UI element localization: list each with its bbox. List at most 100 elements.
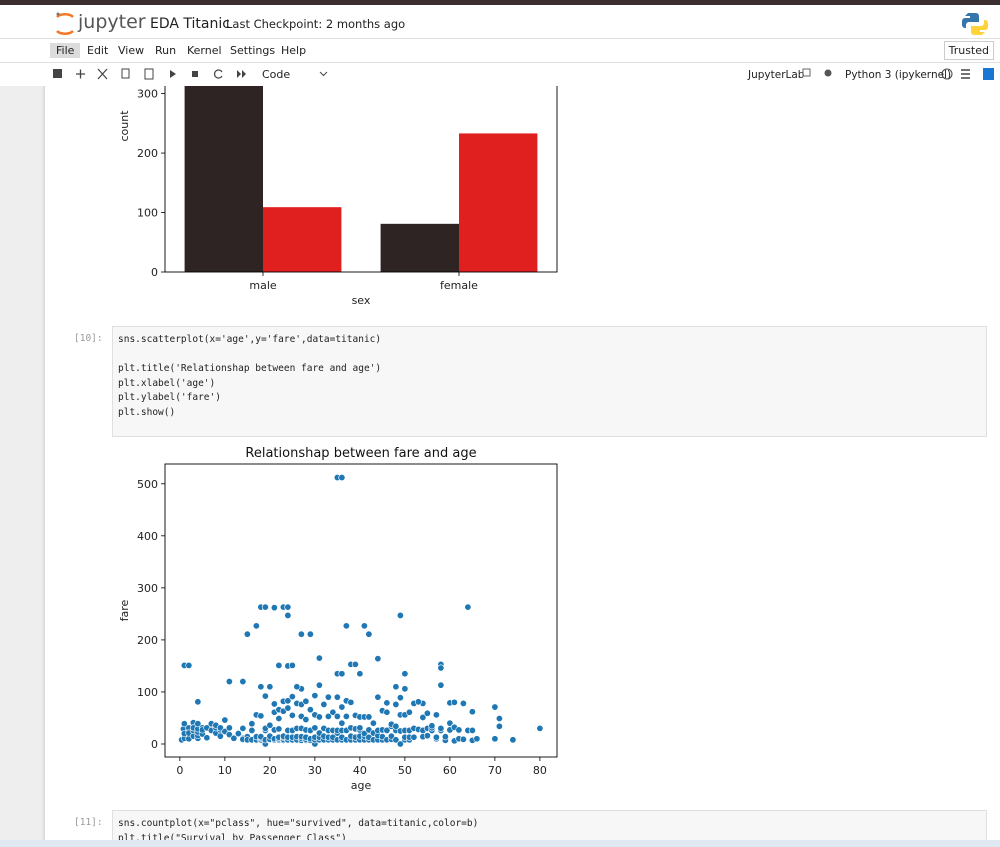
point [536, 724, 544, 732]
x-axis-label: sex [352, 294, 371, 307]
cell-prompt: [11]: [74, 817, 103, 828]
menu-bar: Trusted File Edit View Run Kernel Settings Hel… [0, 38, 1000, 63]
x-tick-label: 20 [263, 764, 277, 777]
point [243, 630, 251, 638]
point [437, 724, 445, 732]
run-icon[interactable] [170, 70, 176, 78]
point [297, 630, 305, 638]
point [266, 721, 274, 729]
point [288, 711, 296, 719]
cell-type[interactable]: Code [262, 68, 290, 81]
add-icon[interactable] [76, 69, 85, 79]
stop-icon[interactable] [192, 71, 198, 77]
code: sns.scatterplot(x='age',y='fare',data=ti… [118, 334, 382, 418]
notebook-area: 0 100 200 300 male female sex count 0 100 200 300 40… [0, 86, 1000, 847]
point [288, 661, 296, 669]
bar [263, 207, 342, 272]
y-axis-label: fare [118, 599, 131, 621]
point [432, 733, 440, 741]
notebook-name[interactable]: EDA Titanic [150, 16, 230, 32]
point [396, 694, 404, 702]
paste-icon[interactable] [144, 68, 154, 80]
point [234, 730, 242, 738]
point [342, 622, 350, 630]
save-icon[interactable] [53, 69, 62, 78]
y-tick-label: 0 [151, 738, 158, 751]
jupyterlab-link[interactable]: JupyterLab [747, 69, 805, 81]
point [351, 660, 359, 668]
y-tick-label: 300 [137, 88, 158, 101]
point [180, 720, 188, 728]
point [383, 726, 391, 734]
y-tick-label: 200 [137, 147, 158, 160]
bar [380, 223, 459, 272]
point [315, 713, 323, 721]
point [387, 732, 395, 740]
menu-item[interactable]: Kernel [187, 44, 222, 57]
menu-icon[interactable] [961, 69, 970, 79]
point [261, 603, 269, 611]
point [374, 693, 382, 701]
point [293, 683, 301, 691]
point [266, 683, 274, 691]
x-tick-label: 60 [443, 764, 457, 777]
point [338, 703, 346, 711]
y-tick-label: 300 [137, 582, 158, 595]
point [356, 670, 364, 678]
sidebar-icon[interactable] [983, 68, 994, 80]
point [369, 719, 377, 727]
point [356, 724, 364, 732]
point [221, 716, 229, 724]
point [441, 733, 449, 741]
point [446, 719, 454, 727]
restart-icon[interactable] [214, 69, 223, 79]
fast-forward-icon[interactable] [237, 70, 246, 78]
point [288, 693, 296, 701]
point [284, 603, 292, 611]
point [329, 708, 337, 716]
point [248, 726, 256, 734]
x-tick-label: 10 [218, 764, 232, 777]
bottom-strip [0, 840, 1000, 847]
point [473, 735, 481, 743]
y-tick-label: 400 [137, 530, 158, 543]
python-logo-yellow [971, 20, 988, 35]
point [468, 726, 476, 734]
point [423, 732, 431, 740]
point [342, 712, 350, 720]
point [383, 699, 391, 707]
menu-item[interactable]: View [118, 44, 145, 57]
menu-item[interactable]: File [50, 43, 81, 58]
chart-title: Relationshap between fare and age [245, 446, 476, 461]
menu-item[interactable]: Run [155, 44, 177, 57]
point [392, 722, 400, 730]
point [459, 735, 467, 743]
header-graphics: jupyter EDA Titanic Last Checkpoint: 2 m… [56, 11, 988, 35]
copy-icon[interactable] [121, 68, 130, 79]
point [257, 712, 265, 720]
menu-item[interactable]: Settings [230, 44, 276, 57]
point [338, 670, 346, 678]
point [239, 724, 247, 732]
cut-icon[interactable] [97, 68, 108, 80]
point [333, 712, 341, 720]
point [365, 713, 373, 721]
trusted-indicator[interactable]: Trusted [943, 41, 994, 60]
menu-item[interactable]: Help [281, 44, 307, 57]
point [248, 720, 256, 728]
dropdown-chevron[interactable] [319, 71, 328, 77]
x-tick-label: 40 [353, 764, 367, 777]
code-cell[interactable]: sns.scatterplot(x='age',y='fare',data=ti… [112, 326, 987, 437]
point [275, 661, 283, 669]
menu-item[interactable]: Edit [87, 44, 109, 57]
window-strip [0, 0, 1000, 5]
point [324, 712, 332, 720]
point [365, 630, 373, 638]
point [239, 678, 247, 686]
cell-prompt: [10]: [74, 333, 103, 344]
debug-icon[interactable] [824, 69, 832, 77]
kernel-name[interactable]: Python 3 (ipykernel) [845, 69, 951, 81]
